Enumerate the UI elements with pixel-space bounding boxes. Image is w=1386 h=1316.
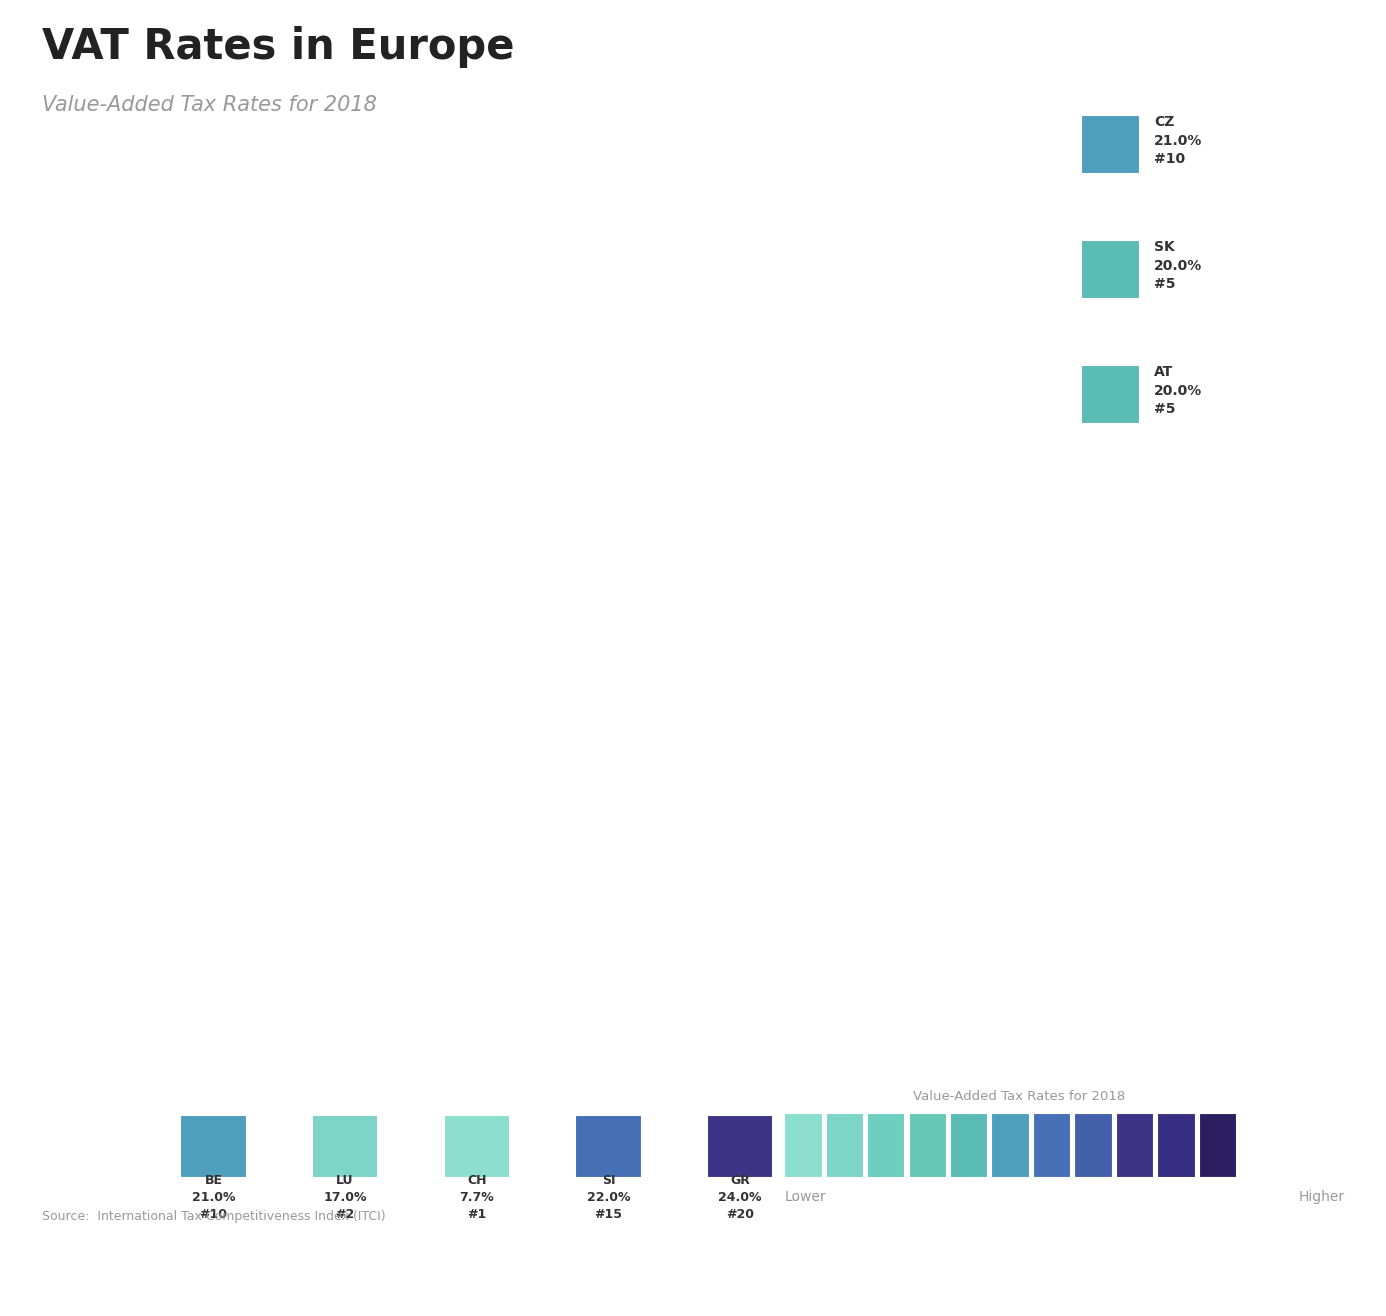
Text: BE
21.0%
#10: BE 21.0% #10 — [191, 1174, 236, 1221]
Text: Source:  International Tax Competitiveness Index (ITCI): Source: International Tax Competitivenes… — [42, 1211, 385, 1223]
Text: AT
20.0%
#5: AT 20.0% #5 — [1155, 365, 1203, 416]
Text: GR
24.0%
#20: GR 24.0% #20 — [718, 1174, 762, 1221]
Text: Value-Added Tax Rates for 2018: Value-Added Tax Rates for 2018 — [912, 1091, 1125, 1103]
Text: CH
7.7%
#1: CH 7.7% #1 — [459, 1174, 495, 1221]
Text: @TaxFoundation: @TaxFoundation — [1196, 1269, 1361, 1287]
Text: LU
17.0%
#2: LU 17.0% #2 — [323, 1174, 367, 1221]
Text: CZ
21.0%
#10: CZ 21.0% #10 — [1155, 114, 1203, 166]
Text: VAT Rates in Europe: VAT Rates in Europe — [42, 26, 514, 68]
Text: SI
22.0%
#15: SI 22.0% #15 — [586, 1174, 631, 1221]
Text: SK
20.0%
#5: SK 20.0% #5 — [1155, 240, 1203, 291]
Text: Value-Added Tax Rates for 2018: Value-Added Tax Rates for 2018 — [42, 95, 377, 114]
Text: Higher: Higher — [1299, 1190, 1344, 1204]
Text: TAX FOUNDATION: TAX FOUNDATION — [25, 1266, 259, 1290]
Text: Lower: Lower — [784, 1190, 826, 1204]
